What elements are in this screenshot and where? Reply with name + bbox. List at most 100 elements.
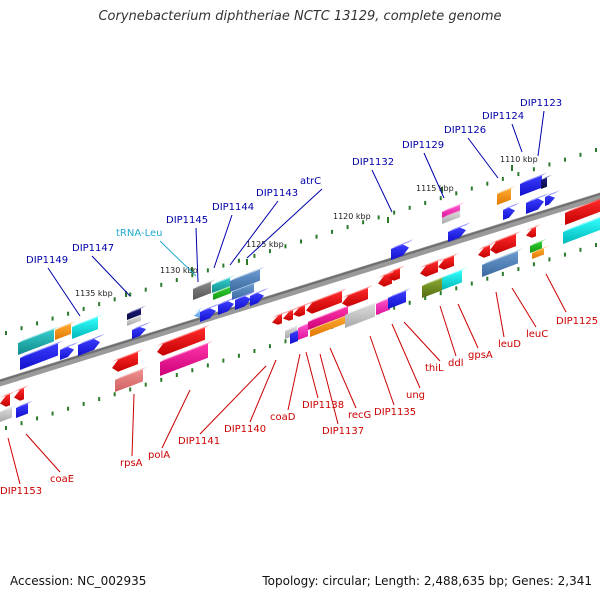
forward-feature-24-top — [503, 202, 520, 210]
reverse-gene-label[interactable]: coaD — [270, 412, 296, 423]
forward-feature-6 — [127, 308, 141, 320]
forward-feature-1-top — [55, 320, 76, 330]
track-dot — [175, 373, 178, 378]
reverse-gene-label[interactable]: DIP1138 — [302, 400, 344, 411]
reverse-feature-19 — [376, 298, 390, 315]
reverse-feature-2-top — [0, 404, 17, 412]
reverse-gene-leader — [511, 287, 537, 328]
reverse-feature-11 — [306, 291, 342, 314]
forward-gene-label[interactable]: DIP1149 — [26, 255, 68, 266]
forward-gene-label[interactable]: DIP1124 — [482, 111, 524, 122]
forward-feature-28-top — [545, 190, 560, 197]
reverse-gene-label[interactable]: ddl — [448, 358, 463, 369]
track-dot — [36, 416, 39, 421]
reverse-gene-label[interactable]: DIP1153 — [0, 486, 42, 497]
reverse-feature-22 — [388, 268, 400, 281]
forward-gene-label[interactable]: atrC — [300, 176, 321, 187]
track-dot — [501, 271, 504, 276]
forward-gene-label[interactable]: DIP1145 — [166, 215, 208, 226]
track-dot — [51, 316, 54, 321]
forward-gene-label[interactable]: tRNA-Leu — [116, 228, 162, 239]
reverse-feature-27-top — [478, 242, 495, 250]
reverse-feature-4-top — [112, 349, 143, 362]
track-dot — [424, 295, 427, 300]
tick-label: 1125 kbp — [246, 240, 284, 249]
track-dot — [36, 321, 39, 326]
track-dot — [206, 363, 209, 368]
reverse-gene-label[interactable]: DIP1141 — [178, 436, 220, 447]
track-dot — [67, 406, 70, 411]
track-dot — [595, 148, 597, 152]
forward-feature-19 — [391, 244, 409, 260]
reverse-gene-label[interactable]: leuD — [498, 339, 521, 350]
forward-feature-30 — [563, 217, 600, 244]
track-dot — [300, 239, 302, 244]
reverse-gene-label[interactable]: thiL — [425, 363, 444, 374]
forward-gene-label[interactable]: DIP1132 — [352, 157, 394, 168]
forward-feature-3 — [20, 343, 58, 370]
genome-backbone — [0, 192, 600, 387]
forward-gene-label[interactable]: DIP1126 — [444, 125, 486, 136]
reverse-feature-6 — [157, 327, 205, 356]
tick-mark — [387, 217, 389, 223]
reverse-feature-24-top — [438, 252, 459, 262]
reverse-feature-32-top — [532, 245, 549, 253]
forward-gene-label[interactable]: DIP1147 — [72, 243, 114, 254]
forward-feature-23-top — [497, 185, 516, 194]
forward-feature-2-top — [72, 314, 103, 327]
forward-gene-leader — [213, 214, 233, 269]
track-dot — [20, 326, 23, 331]
reverse-gene-label[interactable]: DIP1135 — [374, 407, 416, 418]
reverse-gene-label[interactable]: DIP1140 — [224, 424, 266, 435]
reverse-feature-9 — [283, 310, 293, 321]
track-dot — [501, 176, 504, 181]
reverse-gene-label[interactable]: rpsA — [120, 458, 143, 469]
forward-feature-5 — [78, 338, 100, 356]
forward-feature-28 — [545, 195, 555, 206]
forward-feature-13 — [232, 283, 254, 300]
forward-feature-7-top — [127, 312, 146, 321]
reverse-feature-31 — [530, 241, 542, 253]
reverse-gene-label[interactable]: leuC — [526, 329, 548, 340]
forward-gene-label[interactable]: DIP1123 — [520, 98, 562, 109]
forward-feature-0-top — [18, 326, 59, 343]
track-dot — [222, 263, 225, 268]
reverse-gene-label[interactable]: gpsA — [468, 350, 493, 361]
track-dot — [144, 287, 147, 292]
reverse-feature-29 — [482, 251, 518, 277]
reverse-gene-label[interactable]: ung — [406, 390, 425, 401]
reverse-gene-label[interactable]: DIP1137 — [322, 426, 364, 437]
reverse-feature-24 — [438, 255, 454, 270]
forward-feature-6-top — [127, 305, 146, 314]
forward-gene-leader — [159, 240, 197, 277]
forward-feature-18 — [194, 309, 200, 318]
reverse-feature-30-top — [526, 224, 541, 231]
forward-feature-20 — [442, 205, 460, 218]
track-dot — [20, 421, 23, 426]
forward-gene-label[interactable]: DIP1143 — [256, 188, 298, 199]
track-dot — [455, 286, 458, 291]
reverse-gene-label[interactable]: polA — [148, 450, 170, 461]
reverse-feature-26-top — [442, 267, 467, 278]
track-dot — [5, 426, 7, 430]
reverse-gene-leader — [199, 365, 267, 435]
reverse-gene-label[interactable]: DIP1125 — [556, 316, 598, 327]
forward-feature-26-top — [541, 174, 552, 180]
reverse-gene-leader — [249, 359, 277, 423]
forward-feature-15-top — [218, 295, 239, 305]
track-dot — [548, 162, 551, 167]
forward-feature-16 — [235, 296, 251, 310]
track-dot — [82, 401, 85, 406]
reverse-gene-label[interactable]: coaE — [50, 474, 74, 485]
track-dot — [237, 353, 240, 358]
track-dot — [113, 297, 116, 302]
forward-feature-29 — [565, 199, 600, 225]
track-dot — [129, 387, 132, 392]
track-dot — [331, 229, 334, 234]
forward-gene-label[interactable]: DIP1144 — [212, 202, 254, 213]
reverse-gene-label[interactable]: recG — [348, 410, 371, 421]
forward-feature-20-top — [442, 202, 465, 212]
forward-gene-label[interactable]: DIP1129 — [402, 140, 444, 151]
track-dot — [160, 377, 163, 382]
